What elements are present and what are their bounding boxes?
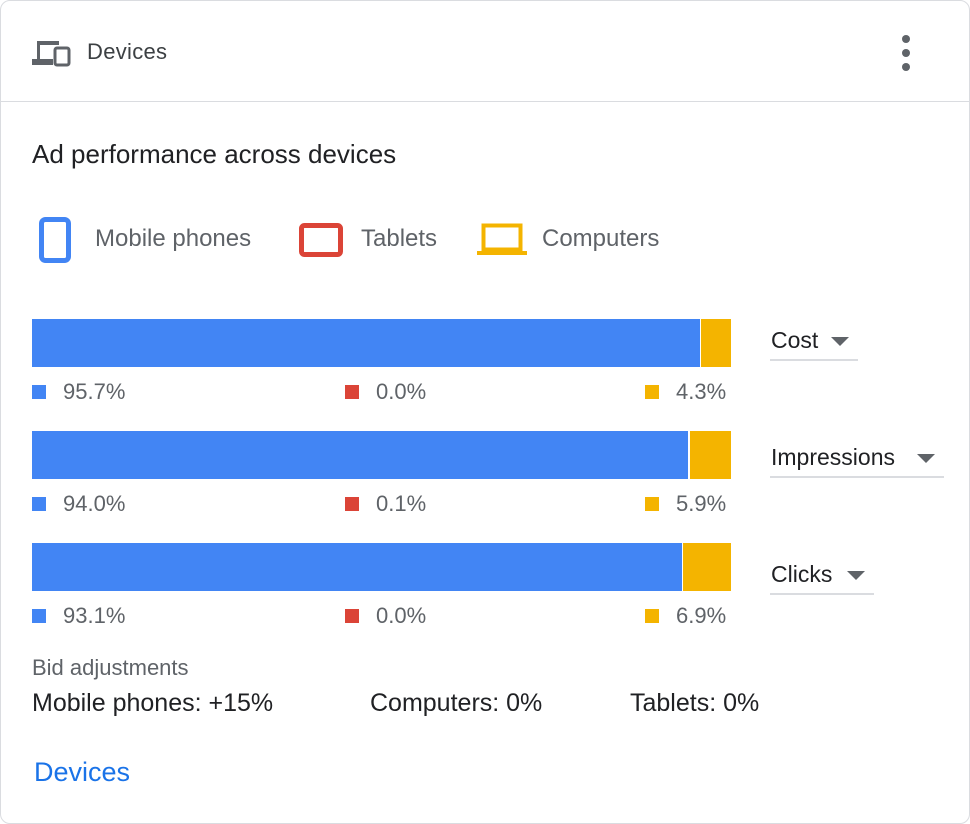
legend-item-tablets: Tablets xyxy=(299,211,459,267)
pct-value: 95.7% xyxy=(63,379,126,404)
mobile-color-swatch xyxy=(32,385,46,399)
computer-color-swatch xyxy=(645,497,659,511)
laptop-icon xyxy=(477,223,527,255)
more-vert-icon[interactable] xyxy=(891,31,921,75)
devices-link[interactable]: Devices xyxy=(34,757,131,787)
legend-label-computers: Computers xyxy=(542,225,660,252)
arrow-drop-down-icon xyxy=(831,337,849,346)
legend-label-tablets: Tablets xyxy=(361,225,438,252)
computer-color-swatch xyxy=(645,609,659,623)
metric-label: Clicks xyxy=(771,561,833,587)
smartphone-icon xyxy=(39,217,71,263)
legend-item-computers: Computers xyxy=(477,211,697,267)
segment-computer xyxy=(689,431,731,479)
card-title: Devices xyxy=(87,39,168,64)
tablet-color-swatch xyxy=(345,497,359,511)
mobile-color-swatch xyxy=(32,497,46,511)
metric-label: Impressions xyxy=(771,444,895,470)
pct-value: 0.0% xyxy=(376,603,427,628)
segment-mobile xyxy=(32,319,701,367)
metric-dropdown-impressions[interactable]: Impressions xyxy=(770,440,944,478)
segment-computer xyxy=(700,319,731,367)
metric-dropdown-clicks[interactable]: Clicks xyxy=(770,557,874,595)
bid-adjustment-mobile: Mobile phones: +15% xyxy=(32,689,274,717)
pct-value: 93.1% xyxy=(63,603,126,628)
section-title: Ad performance across devices xyxy=(32,139,397,169)
mobile-color-swatch xyxy=(32,609,46,623)
pct-value: 5.9% xyxy=(676,491,727,516)
pct-value: 6.9% xyxy=(676,603,727,628)
bar-impressions xyxy=(32,431,731,479)
bid-adjustment-computers: Computers: 0% xyxy=(370,689,543,717)
arrow-drop-down-icon xyxy=(847,571,865,580)
device-legend: Mobile phones Tablets Computers xyxy=(1,211,969,271)
bid-adjustment-tablets: Tablets: 0% xyxy=(630,689,760,717)
bar-clicks xyxy=(32,543,731,591)
pct-value: 4.3% xyxy=(676,379,727,404)
legend-item-mobile: Mobile phones xyxy=(39,211,279,267)
segment-mobile xyxy=(32,543,683,591)
tablet-icon xyxy=(299,223,343,257)
devices-icon xyxy=(32,41,71,67)
legend-label-mobile: Mobile phones xyxy=(95,225,252,252)
metric-label: Cost xyxy=(771,327,819,353)
segment-mobile xyxy=(32,431,690,479)
arrow-drop-down-icon xyxy=(917,454,935,463)
pct-value: 0.0% xyxy=(376,379,427,404)
metric-dropdown-cost[interactable]: Cost xyxy=(770,323,858,361)
bar-cost xyxy=(32,319,731,367)
card-header: Devices xyxy=(1,1,969,102)
pct-value: 0.1% xyxy=(376,491,427,516)
pct-value: 94.0% xyxy=(63,491,126,516)
tablet-color-swatch xyxy=(345,385,359,399)
segment-computer xyxy=(682,543,731,591)
computer-color-swatch xyxy=(645,385,659,399)
bid-adjustments-title: Bid adjustments xyxy=(32,655,189,680)
tablet-color-swatch xyxy=(345,609,359,623)
